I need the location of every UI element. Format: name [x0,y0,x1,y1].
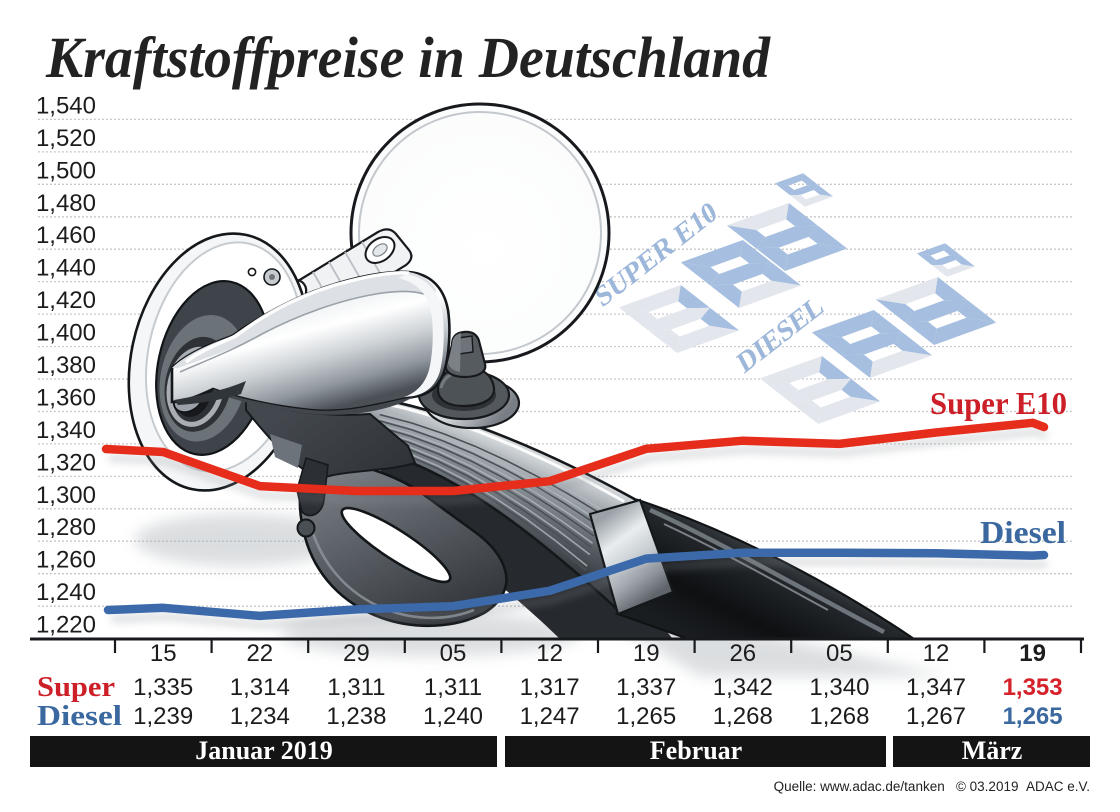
svg-text:Quelle: www.adac.de/tanken ©: Quelle: www.adac.de/tanken © 03.2019 ADA… [774,779,1090,794]
svg-text:1,300: 1,300 [36,482,96,509]
svg-text:1,311: 1,311 [327,674,385,701]
svg-text:1,265: 1,265 [616,703,676,730]
svg-text:1,400: 1,400 [36,320,96,347]
svg-text:12: 12 [536,640,563,667]
svg-text:22: 22 [246,640,273,667]
svg-text:1,420: 1,420 [36,287,96,314]
svg-text:Super E10: Super E10 [930,385,1067,421]
svg-text:1,234: 1,234 [230,703,290,730]
svg-text:1,240: 1,240 [423,703,483,730]
svg-text:1,520: 1,520 [36,125,96,152]
svg-text:05: 05 [826,640,853,667]
svg-text:1,460: 1,460 [36,222,96,249]
svg-text:12: 12 [923,640,950,667]
svg-text:1,500: 1,500 [36,157,96,184]
svg-text:1,353: 1,353 [1003,674,1063,701]
svg-text:1,280: 1,280 [36,514,96,541]
svg-text:19: 19 [1019,640,1046,667]
svg-text:1,268: 1,268 [809,703,869,730]
svg-text:1,347: 1,347 [906,674,966,701]
svg-text:26: 26 [729,640,756,667]
svg-text:1,337: 1,337 [616,674,676,701]
svg-text:1,380: 1,380 [36,352,96,379]
svg-text:1,540: 1,540 [36,92,96,119]
svg-text:1,440: 1,440 [36,255,96,282]
svg-text:Februar: Februar [650,736,742,765]
svg-text:1,265: 1,265 [1003,703,1063,730]
svg-text:1,360: 1,360 [36,385,96,412]
svg-text:1,340: 1,340 [36,417,96,444]
svg-text:Januar 2019: Januar 2019 [195,736,333,765]
svg-text:1,480: 1,480 [36,190,96,217]
svg-text:29: 29 [343,640,370,667]
svg-text:1,240: 1,240 [36,579,96,606]
svg-text:1,320: 1,320 [36,449,96,476]
svg-text:März: März [962,736,1023,765]
svg-text:1,342: 1,342 [713,674,773,701]
svg-text:1,260: 1,260 [36,547,96,574]
svg-text:1,238: 1,238 [326,703,386,730]
svg-text:Kraftstoffpreise in Deutschlan: Kraftstoffpreise in Deutschland [45,25,771,90]
svg-text:1,317: 1,317 [520,674,580,701]
svg-text:Diesel: Diesel [980,514,1066,550]
svg-text:1,335: 1,335 [133,674,193,701]
svg-text:1,268: 1,268 [713,703,773,730]
svg-text:15: 15 [150,640,177,667]
svg-text:1,247: 1,247 [520,703,580,730]
svg-text:05: 05 [440,640,467,667]
svg-text:1,239: 1,239 [133,703,193,730]
svg-text:Diesel: Diesel [37,700,122,732]
svg-text:1,340: 1,340 [809,674,869,701]
svg-text:19: 19 [633,640,660,667]
svg-text:1,267: 1,267 [906,703,966,730]
svg-text:1,220: 1,220 [36,612,96,639]
svg-text:1,311: 1,311 [424,674,482,701]
svg-text:Super: Super [37,671,115,703]
svg-text:1,314: 1,314 [230,674,290,701]
